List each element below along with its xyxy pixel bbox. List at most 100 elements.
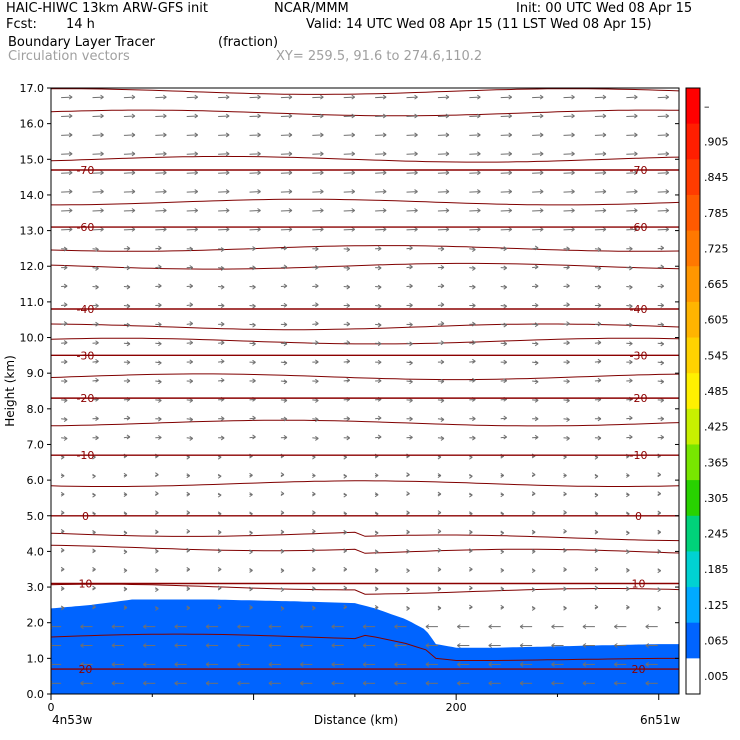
wind-vector xyxy=(469,115,481,118)
wind-vector-head xyxy=(155,548,159,554)
theta-contour xyxy=(51,245,679,252)
wind-vector-head xyxy=(626,530,630,536)
wind-vector-head xyxy=(437,567,442,572)
wind-vector xyxy=(280,134,292,136)
wind-vector-head xyxy=(331,661,336,667)
wind-vector xyxy=(280,172,292,174)
wind-vector-head xyxy=(539,170,544,176)
wind-vector-head xyxy=(288,189,293,195)
wind-vector-head xyxy=(123,530,128,536)
wind-vector-head xyxy=(315,340,319,346)
wind-vector-head xyxy=(252,434,256,440)
wind-vector-head xyxy=(629,265,633,271)
wind-vector-head xyxy=(320,170,324,176)
wind-vector-head xyxy=(665,94,670,100)
wind-vector-head xyxy=(437,491,442,497)
wind-vector-head xyxy=(472,435,476,441)
wind-vector-head xyxy=(95,358,99,364)
wind-vector-head xyxy=(503,303,508,309)
wind-vector-head xyxy=(100,132,104,138)
wind-vector-head xyxy=(534,245,539,251)
wind-vector-head xyxy=(225,170,230,176)
wind-vector-head xyxy=(374,492,379,498)
wind-vector-head xyxy=(315,321,319,326)
wind-vector-head xyxy=(406,529,410,535)
wind-vector-head xyxy=(252,246,256,251)
wind-vector-head xyxy=(629,434,633,440)
wind-vector-head xyxy=(257,94,261,100)
wind-vector-head xyxy=(665,208,670,213)
wind-vector xyxy=(343,134,355,136)
wind-vector xyxy=(280,115,292,118)
wind-vector-head xyxy=(252,265,256,271)
wind-vector-head xyxy=(346,266,351,271)
wind-vector-head xyxy=(158,264,162,270)
wind-vector-head xyxy=(63,265,68,270)
wind-vector-head xyxy=(63,246,68,252)
wind-vector xyxy=(123,96,135,99)
wind-vector-head xyxy=(597,435,602,441)
wind-vector xyxy=(375,153,387,155)
wind-vector-head xyxy=(312,586,316,592)
theta-contour xyxy=(51,262,679,270)
wind-vector xyxy=(500,115,512,118)
wind-vector xyxy=(406,172,418,174)
wind-vector-head xyxy=(126,303,131,309)
wind-vector-head xyxy=(488,661,493,667)
wind-vector-head xyxy=(63,378,68,384)
wind-vector-head xyxy=(186,491,191,497)
wind-vector-head xyxy=(660,434,665,440)
y-tick-label: 0.0 xyxy=(27,688,45,701)
colorbar-swatch xyxy=(686,88,700,125)
wind-vector-head xyxy=(249,605,253,610)
wind-vector-head xyxy=(563,491,567,497)
wind-vector-head xyxy=(377,303,382,309)
wind-vector-head xyxy=(351,113,356,119)
wind-vector xyxy=(500,153,512,155)
wind-vector-head xyxy=(126,359,131,365)
wind-vector-head xyxy=(315,246,319,252)
wind-vector xyxy=(594,228,606,231)
wind-vector-head xyxy=(100,170,104,176)
isotherm-label: -10 xyxy=(76,449,94,462)
isotherm-label: 20 xyxy=(78,663,92,676)
wind-vector-head xyxy=(189,340,194,346)
isotherm-label: 10 xyxy=(78,577,92,590)
wind-vector xyxy=(218,228,230,231)
wind-vector-head xyxy=(425,624,430,630)
wind-vector-head xyxy=(539,151,544,157)
wind-vector xyxy=(626,172,638,174)
x-tick-label: 0 xyxy=(48,701,55,714)
wind-vector-head xyxy=(189,359,194,365)
wind-vector-head xyxy=(488,643,493,648)
wind-vector-head xyxy=(551,643,555,648)
wind-vector xyxy=(61,115,73,118)
wind-vector-head xyxy=(312,510,316,516)
wind-vector-head xyxy=(280,472,285,478)
wind-vector-head xyxy=(566,283,570,289)
wind-vector-head xyxy=(469,585,473,591)
wind-vector-head xyxy=(220,416,225,422)
wind-vector xyxy=(343,191,355,193)
wind-vector xyxy=(626,96,638,99)
wind-vector-head xyxy=(406,568,410,574)
wind-vector-head xyxy=(440,378,445,384)
wind-vector-head xyxy=(320,189,324,195)
wind-vector-head xyxy=(343,492,348,498)
wind-vector xyxy=(218,115,230,118)
wind-vector-head xyxy=(68,94,73,100)
wind-vector-head xyxy=(425,661,430,667)
wind-vector-head xyxy=(563,528,567,534)
wind-vector-head xyxy=(566,302,570,308)
wind-vector-head xyxy=(566,435,570,441)
isotherm-label: -60 xyxy=(76,221,94,234)
wind-vector-head xyxy=(174,624,179,630)
wind-vector-head xyxy=(566,340,570,346)
wind-vector xyxy=(280,191,292,193)
wind-vector-head xyxy=(95,416,99,421)
colorbar-label: .245 xyxy=(704,528,729,541)
wind-vector-head xyxy=(343,604,348,610)
model-title: HAIC-HIWC 13km ARW-GFS init xyxy=(6,1,208,16)
wind-vector xyxy=(92,172,104,174)
wind-vector xyxy=(469,153,481,155)
